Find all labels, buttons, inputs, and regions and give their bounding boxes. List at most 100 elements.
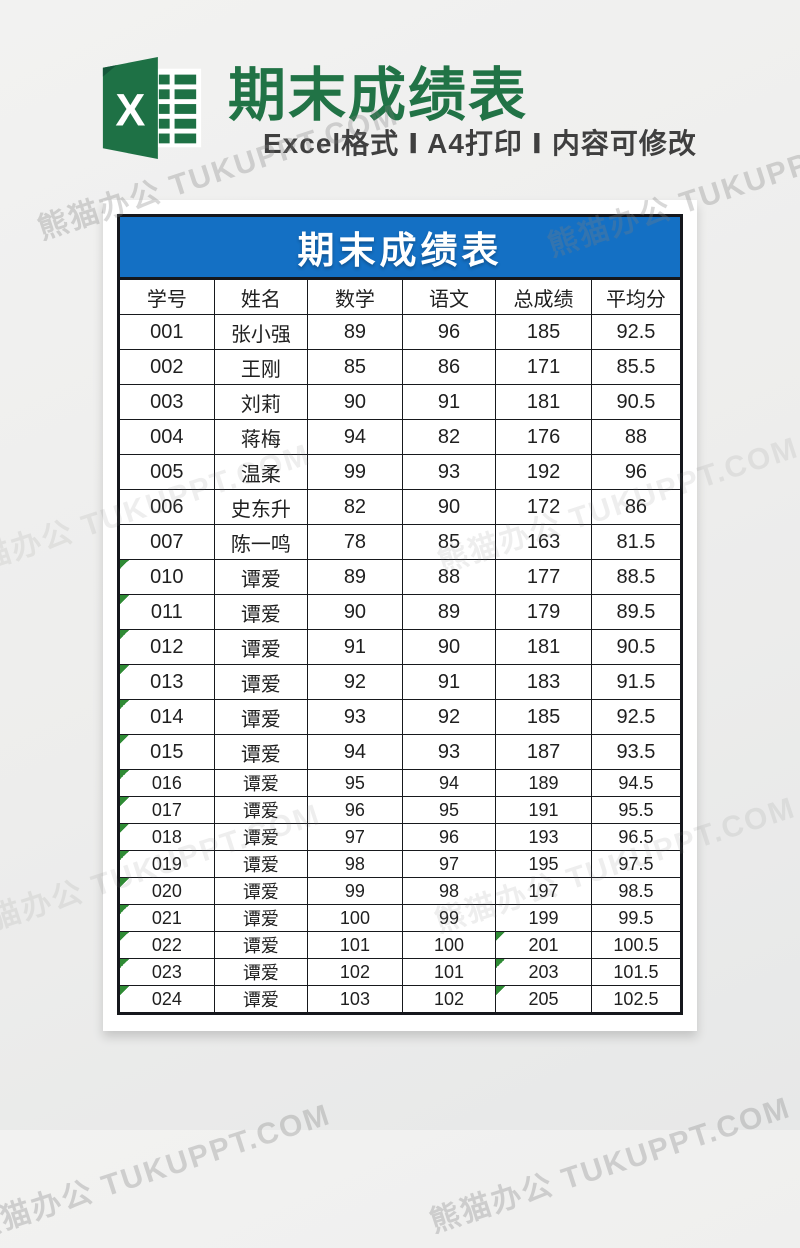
cell-total-score: 183 <box>495 664 592 700</box>
cell-average-score: 93.5 <box>590 734 683 770</box>
cell-chinese-score: 89 <box>401 594 497 630</box>
cell-math-score: 78 <box>307 524 403 560</box>
column-header: 总成绩 <box>495 278 592 315</box>
cell-math-score: 91 <box>307 629 403 665</box>
table-row: 021 谭爱 100 99 199 99.5 <box>118 904 683 932</box>
cell-chinese-score: 82 <box>401 419 497 455</box>
watermark-text: 熊猫办公 TUKUPPT.COM <box>425 1091 795 1240</box>
cell-student-id: 022 <box>118 931 215 959</box>
cell-chinese-score: 95 <box>401 796 497 824</box>
table-row: 012 谭爱 91 90 181 90.5 <box>118 629 683 665</box>
cell-math-score: 101 <box>307 931 403 959</box>
cell-math-score: 90 <box>307 594 403 630</box>
cell-name: 谭爱 <box>213 985 309 1014</box>
cell-average-score: 97.5 <box>590 850 683 878</box>
table-title: 期末成绩表 <box>297 230 503 271</box>
cell-total-score: 199 <box>495 904 592 932</box>
cell-name: 谭爱 <box>213 823 309 851</box>
cell-total-score: 201 <box>495 931 592 959</box>
cell-student-id: 006 <box>118 489 215 525</box>
table-row: 002 王刚 85 86 171 85.5 <box>118 349 683 385</box>
table-header-row: 学号 姓名 数学 语文 总成绩 平均分 <box>118 278 683 315</box>
cell-math-score: 95 <box>307 769 403 797</box>
cell-total-score: 172 <box>495 489 592 525</box>
page-subtitle: Excel格式 Ⅰ A4打印 Ⅰ 内容可修改 <box>263 128 697 159</box>
cell-student-id: 016 <box>118 769 215 797</box>
cell-name: 谭爱 <box>213 958 309 986</box>
cell-math-score: 100 <box>307 904 403 932</box>
cell-chinese-score: 85 <box>401 524 497 560</box>
cell-student-id: 013 <box>118 664 215 700</box>
table-title-banner: 期末成绩表 <box>117 214 683 277</box>
table-row: 011 谭爱 90 89 179 89.5 <box>118 594 683 630</box>
table-row: 019 谭爱 98 97 195 97.5 <box>118 850 683 878</box>
cell-chinese-score: 88 <box>401 559 497 595</box>
cell-name: 谭爱 <box>213 734 309 770</box>
cell-chinese-score: 93 <box>401 454 497 490</box>
cell-total-score: 191 <box>495 796 592 824</box>
cell-name: 谭爱 <box>213 769 309 797</box>
table-row: 014 谭爱 93 92 185 92.5 <box>118 699 683 735</box>
cell-student-id: 020 <box>118 877 215 905</box>
cell-chinese-score: 101 <box>401 958 497 986</box>
cell-total-score: 203 <box>495 958 592 986</box>
cell-name: 谭爱 <box>213 904 309 932</box>
cell-student-id: 005 <box>118 454 215 490</box>
cell-average-score: 92.5 <box>590 314 683 350</box>
cell-total-score: 193 <box>495 823 592 851</box>
cell-student-id: 019 <box>118 850 215 878</box>
cell-total-score: 179 <box>495 594 592 630</box>
cell-chinese-score: 99 <box>401 904 497 932</box>
cell-name: 谭爱 <box>213 877 309 905</box>
cell-student-id: 023 <box>118 958 215 986</box>
cell-student-id: 017 <box>118 796 215 824</box>
cell-math-score: 82 <box>307 489 403 525</box>
cell-student-id: 021 <box>118 904 215 932</box>
cell-chinese-score: 93 <box>401 734 497 770</box>
cell-chinese-score: 90 <box>401 629 497 665</box>
cell-math-score: 97 <box>307 823 403 851</box>
cell-student-id: 003 <box>118 384 215 420</box>
cell-student-id: 004 <box>118 419 215 455</box>
cell-average-score: 98.5 <box>590 877 683 905</box>
cell-name: 王刚 <box>213 349 309 385</box>
cell-math-score: 103 <box>307 985 403 1014</box>
cell-average-score: 90.5 <box>590 384 683 420</box>
column-header: 语文 <box>401 278 497 315</box>
cell-name: 谭爱 <box>213 629 309 665</box>
cell-math-score: 85 <box>307 349 403 385</box>
cell-name: 陈一鸣 <box>213 524 309 560</box>
cell-chinese-score: 94 <box>401 769 497 797</box>
table-row: 001 张小强 89 96 185 92.5 <box>118 314 683 350</box>
cell-chinese-score: 96 <box>401 314 497 350</box>
cell-average-score: 101.5 <box>590 958 683 986</box>
watermark-text: 熊猫办公 TUKUPPT.COM <box>0 1098 335 1247</box>
cell-total-score: 185 <box>495 699 592 735</box>
table-row: 003 刘莉 90 91 181 90.5 <box>118 384 683 420</box>
cell-chinese-score: 100 <box>401 931 497 959</box>
page-title: 期末成绩表 <box>228 63 529 128</box>
cell-math-score: 99 <box>307 877 403 905</box>
cell-name: 谭爱 <box>213 931 309 959</box>
table-row: 020 谭爱 99 98 197 98.5 <box>118 877 683 905</box>
cell-chinese-score: 102 <box>401 985 497 1014</box>
cell-name: 谭爱 <box>213 796 309 824</box>
cell-student-id: 011 <box>118 594 215 630</box>
cell-average-score: 81.5 <box>590 524 683 560</box>
cell-math-score: 98 <box>307 850 403 878</box>
cell-total-score: 187 <box>495 734 592 770</box>
cell-total-score: 163 <box>495 524 592 560</box>
cell-total-score: 181 <box>495 384 592 420</box>
cell-chinese-score: 98 <box>401 877 497 905</box>
svg-text:X: X <box>115 85 145 136</box>
cell-average-score: 96.5 <box>590 823 683 851</box>
column-header: 数学 <box>307 278 403 315</box>
cell-total-score: 185 <box>495 314 592 350</box>
table-row: 017 谭爱 96 95 191 95.5 <box>118 796 683 824</box>
table-row: 015 谭爱 94 93 187 93.5 <box>118 734 683 770</box>
cell-average-score: 99.5 <box>590 904 683 932</box>
cell-math-score: 93 <box>307 699 403 735</box>
cell-math-score: 94 <box>307 419 403 455</box>
cell-name: 刘莉 <box>213 384 309 420</box>
